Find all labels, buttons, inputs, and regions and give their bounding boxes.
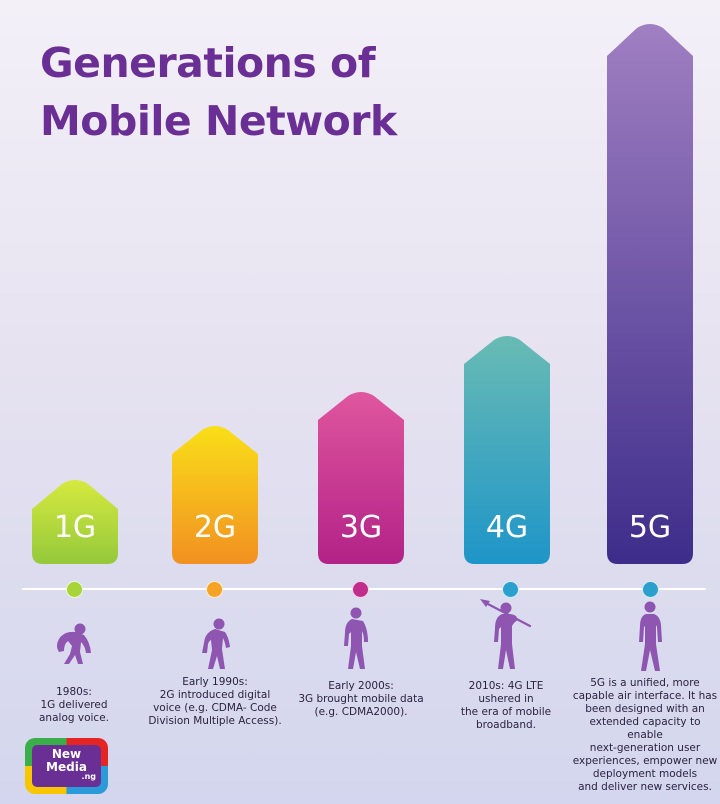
description-line: been designed with an bbox=[585, 703, 705, 715]
description-line: extended capacity to enable bbox=[589, 716, 701, 741]
description-line: Early 2000s: bbox=[328, 680, 394, 692]
newmedia-logo: New Media .ng bbox=[25, 738, 108, 794]
description-line: and deliver new services. bbox=[578, 781, 712, 793]
description-line: Early 1990s: bbox=[182, 676, 248, 688]
hunched-hominid-figure-icon bbox=[202, 618, 230, 669]
description-line: 2010s: 4G LTE bbox=[468, 680, 544, 692]
timeline-dot-5g bbox=[642, 581, 659, 598]
generation-label-5g: 5G bbox=[628, 510, 672, 545]
description-line: analog voice. bbox=[39, 712, 109, 724]
description-line: capable air interface. It has bbox=[572, 690, 718, 702]
timeline-dot-2g bbox=[206, 581, 223, 598]
page-title: Generations of Mobile Network bbox=[40, 34, 397, 150]
logo-text-new: New bbox=[51, 747, 82, 761]
description-line: experiences, empower new bbox=[572, 755, 718, 767]
description-line: deployment models bbox=[592, 768, 698, 780]
generation-4g-arrow bbox=[464, 336, 550, 564]
modern-human-figure-icon bbox=[639, 601, 662, 671]
title-line-1: Generations of bbox=[40, 39, 376, 87]
description-line: next-generation user bbox=[589, 742, 701, 754]
ape-figure-icon bbox=[57, 623, 91, 664]
generation-description-3g: Early 2000s: 3G brought mobile data (e.g… bbox=[290, 680, 432, 719]
description-line: ushered in bbox=[478, 693, 534, 705]
generation-5g-arrow bbox=[607, 24, 693, 564]
logo-text-ng: .ng bbox=[81, 772, 96, 781]
description-line: (e.g. CDMA2000). bbox=[314, 706, 408, 718]
generation-label-2g: 2G bbox=[193, 510, 237, 545]
description-line: 2G introduced digital bbox=[159, 689, 271, 701]
description-line: 1G delivered bbox=[40, 699, 108, 711]
description-line: Division Multiple Access). bbox=[148, 715, 282, 727]
description-line: voice (e.g. CDMA- Code bbox=[153, 702, 277, 714]
generation-label-3g: 3G bbox=[339, 510, 383, 545]
generation-description-5g: 5G is a unified, more capable air interf… bbox=[572, 677, 718, 794]
description-line: the era of mobile bbox=[460, 706, 552, 718]
description-line: broadband. bbox=[475, 719, 537, 731]
generation-label-1g: 1G bbox=[53, 510, 97, 545]
generation-description-2g: Early 1990s: 2G introduced digital voice… bbox=[140, 676, 290, 728]
logo-badge: New Media .ng bbox=[32, 745, 101, 787]
generation-description-1g: 1980s: 1G delivered analog voice. bbox=[10, 686, 138, 725]
early-human-figure-icon bbox=[344, 607, 368, 669]
timeline-dot-1g bbox=[66, 581, 83, 598]
generation-label-4g: 4G bbox=[485, 510, 529, 545]
timeline-dot-4g bbox=[502, 581, 519, 598]
generation-1g-arrow bbox=[32, 480, 118, 564]
timeline-dot-3g bbox=[352, 581, 369, 598]
caveman-with-spear-figure-icon bbox=[480, 599, 532, 669]
generation-3g-arrow bbox=[318, 392, 404, 564]
logo-text-media: Media bbox=[46, 760, 87, 774]
generation-description-4g: 2010s: 4G LTE ushered in the era of mobi… bbox=[440, 680, 572, 732]
description-line: 3G brought mobile data bbox=[298, 693, 424, 705]
description-line: 5G is a unified, more bbox=[590, 677, 700, 689]
generation-2g-arrow bbox=[172, 426, 258, 564]
description-line: 1980s: bbox=[56, 686, 92, 698]
title-line-2: Mobile Network bbox=[40, 97, 397, 145]
